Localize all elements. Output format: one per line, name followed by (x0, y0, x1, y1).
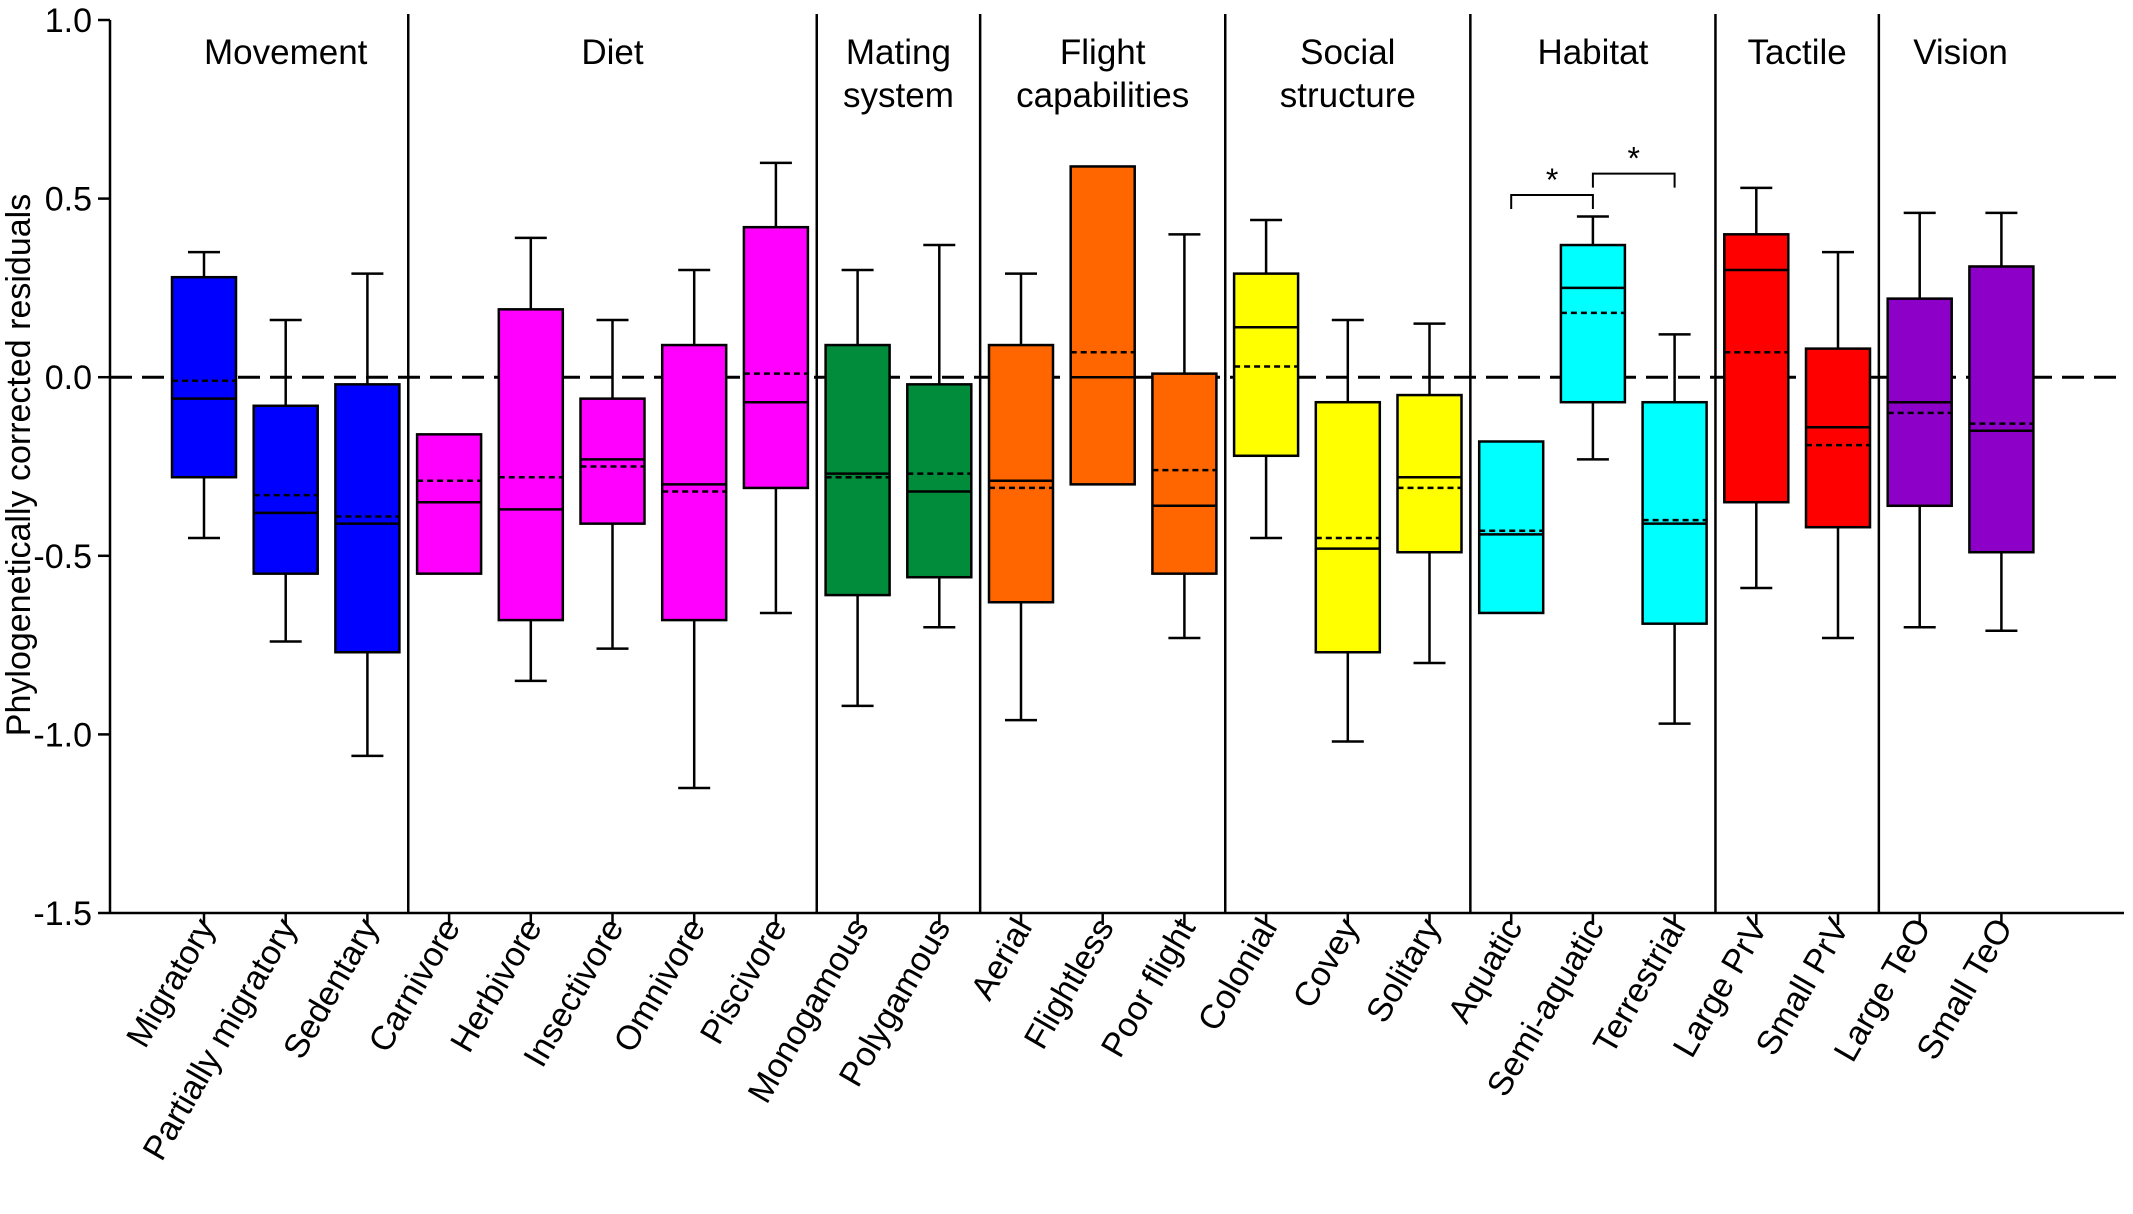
significance-bracket (1510, 194, 1594, 210)
significance-layer: ** (1510, 141, 1676, 210)
group-title: Mating (846, 33, 951, 72)
group-title: Movement (204, 33, 368, 72)
box-rect (497, 308, 565, 622)
category-label: Covey (1286, 912, 1367, 1014)
category-label: Solitary (1359, 912, 1449, 1029)
group-title: Vision (1913, 33, 2008, 72)
y-tick-label: -0.5 (33, 538, 92, 576)
significance-bracket (1591, 172, 1676, 188)
box-rect (415, 433, 483, 575)
y-tick-label: 0.5 (45, 181, 92, 219)
box-rect (252, 404, 319, 575)
box-rect (1804, 347, 1872, 529)
group-title: Flight (1060, 33, 1146, 72)
box-rect (1559, 243, 1627, 404)
box-18: Terrestrial (1586, 333, 1708, 1060)
box-rect (1151, 372, 1218, 575)
box-11: Flightless (1017, 165, 1136, 1055)
box-rect (1069, 165, 1136, 486)
box-13: Colonial (1191, 218, 1300, 1037)
group-title: Tactile (1748, 33, 1847, 72)
box-rect (1314, 400, 1382, 654)
box-rect (1396, 393, 1463, 554)
box-rect (1477, 440, 1545, 615)
y-tick-label: 0.0 (45, 359, 92, 397)
axes-layer: 1.0 0.5 0.0 -0.5 -1.0 -1.5 (33, 2, 2124, 933)
group-title: system (843, 76, 954, 115)
group-title: Social (1300, 33, 1395, 72)
box-rect (334, 383, 401, 654)
box-14: Covey (1286, 318, 1382, 1014)
y-tick-label: 1.0 (45, 2, 92, 40)
significance-star: * (1628, 141, 1640, 177)
y-tick-label: -1.0 (33, 716, 92, 754)
box-rect (987, 343, 1055, 604)
category-label: Aquatic (1441, 912, 1531, 1029)
box-rect (579, 397, 646, 525)
box-rect (170, 275, 238, 479)
y-axis-label: Phylogenetically corrected residuals (0, 194, 38, 736)
box-10: Aerial (964, 272, 1055, 1006)
group-title: capabilities (1016, 76, 1189, 115)
category-label: Aerial (964, 912, 1040, 1006)
significance-star: * (1546, 162, 1558, 198)
box-rect (1232, 272, 1300, 458)
group-layer: Movement Diet Mating system Flight capabiliti… (204, 14, 2008, 913)
category-label: Colonial (1191, 912, 1285, 1037)
y-tick-label: -1.5 (33, 895, 92, 933)
box-rect (906, 383, 973, 579)
box-rect (742, 225, 810, 490)
group-title: structure (1280, 76, 1416, 115)
group-title: Diet (581, 33, 644, 72)
box-rect (660, 343, 728, 622)
box-rect (1641, 400, 1708, 625)
box-rect (824, 343, 891, 597)
box-rect (1723, 233, 1790, 504)
box-0: Migratory (119, 250, 238, 1054)
box-rect (1968, 265, 2035, 554)
group-title: Habitat (1537, 33, 1648, 72)
